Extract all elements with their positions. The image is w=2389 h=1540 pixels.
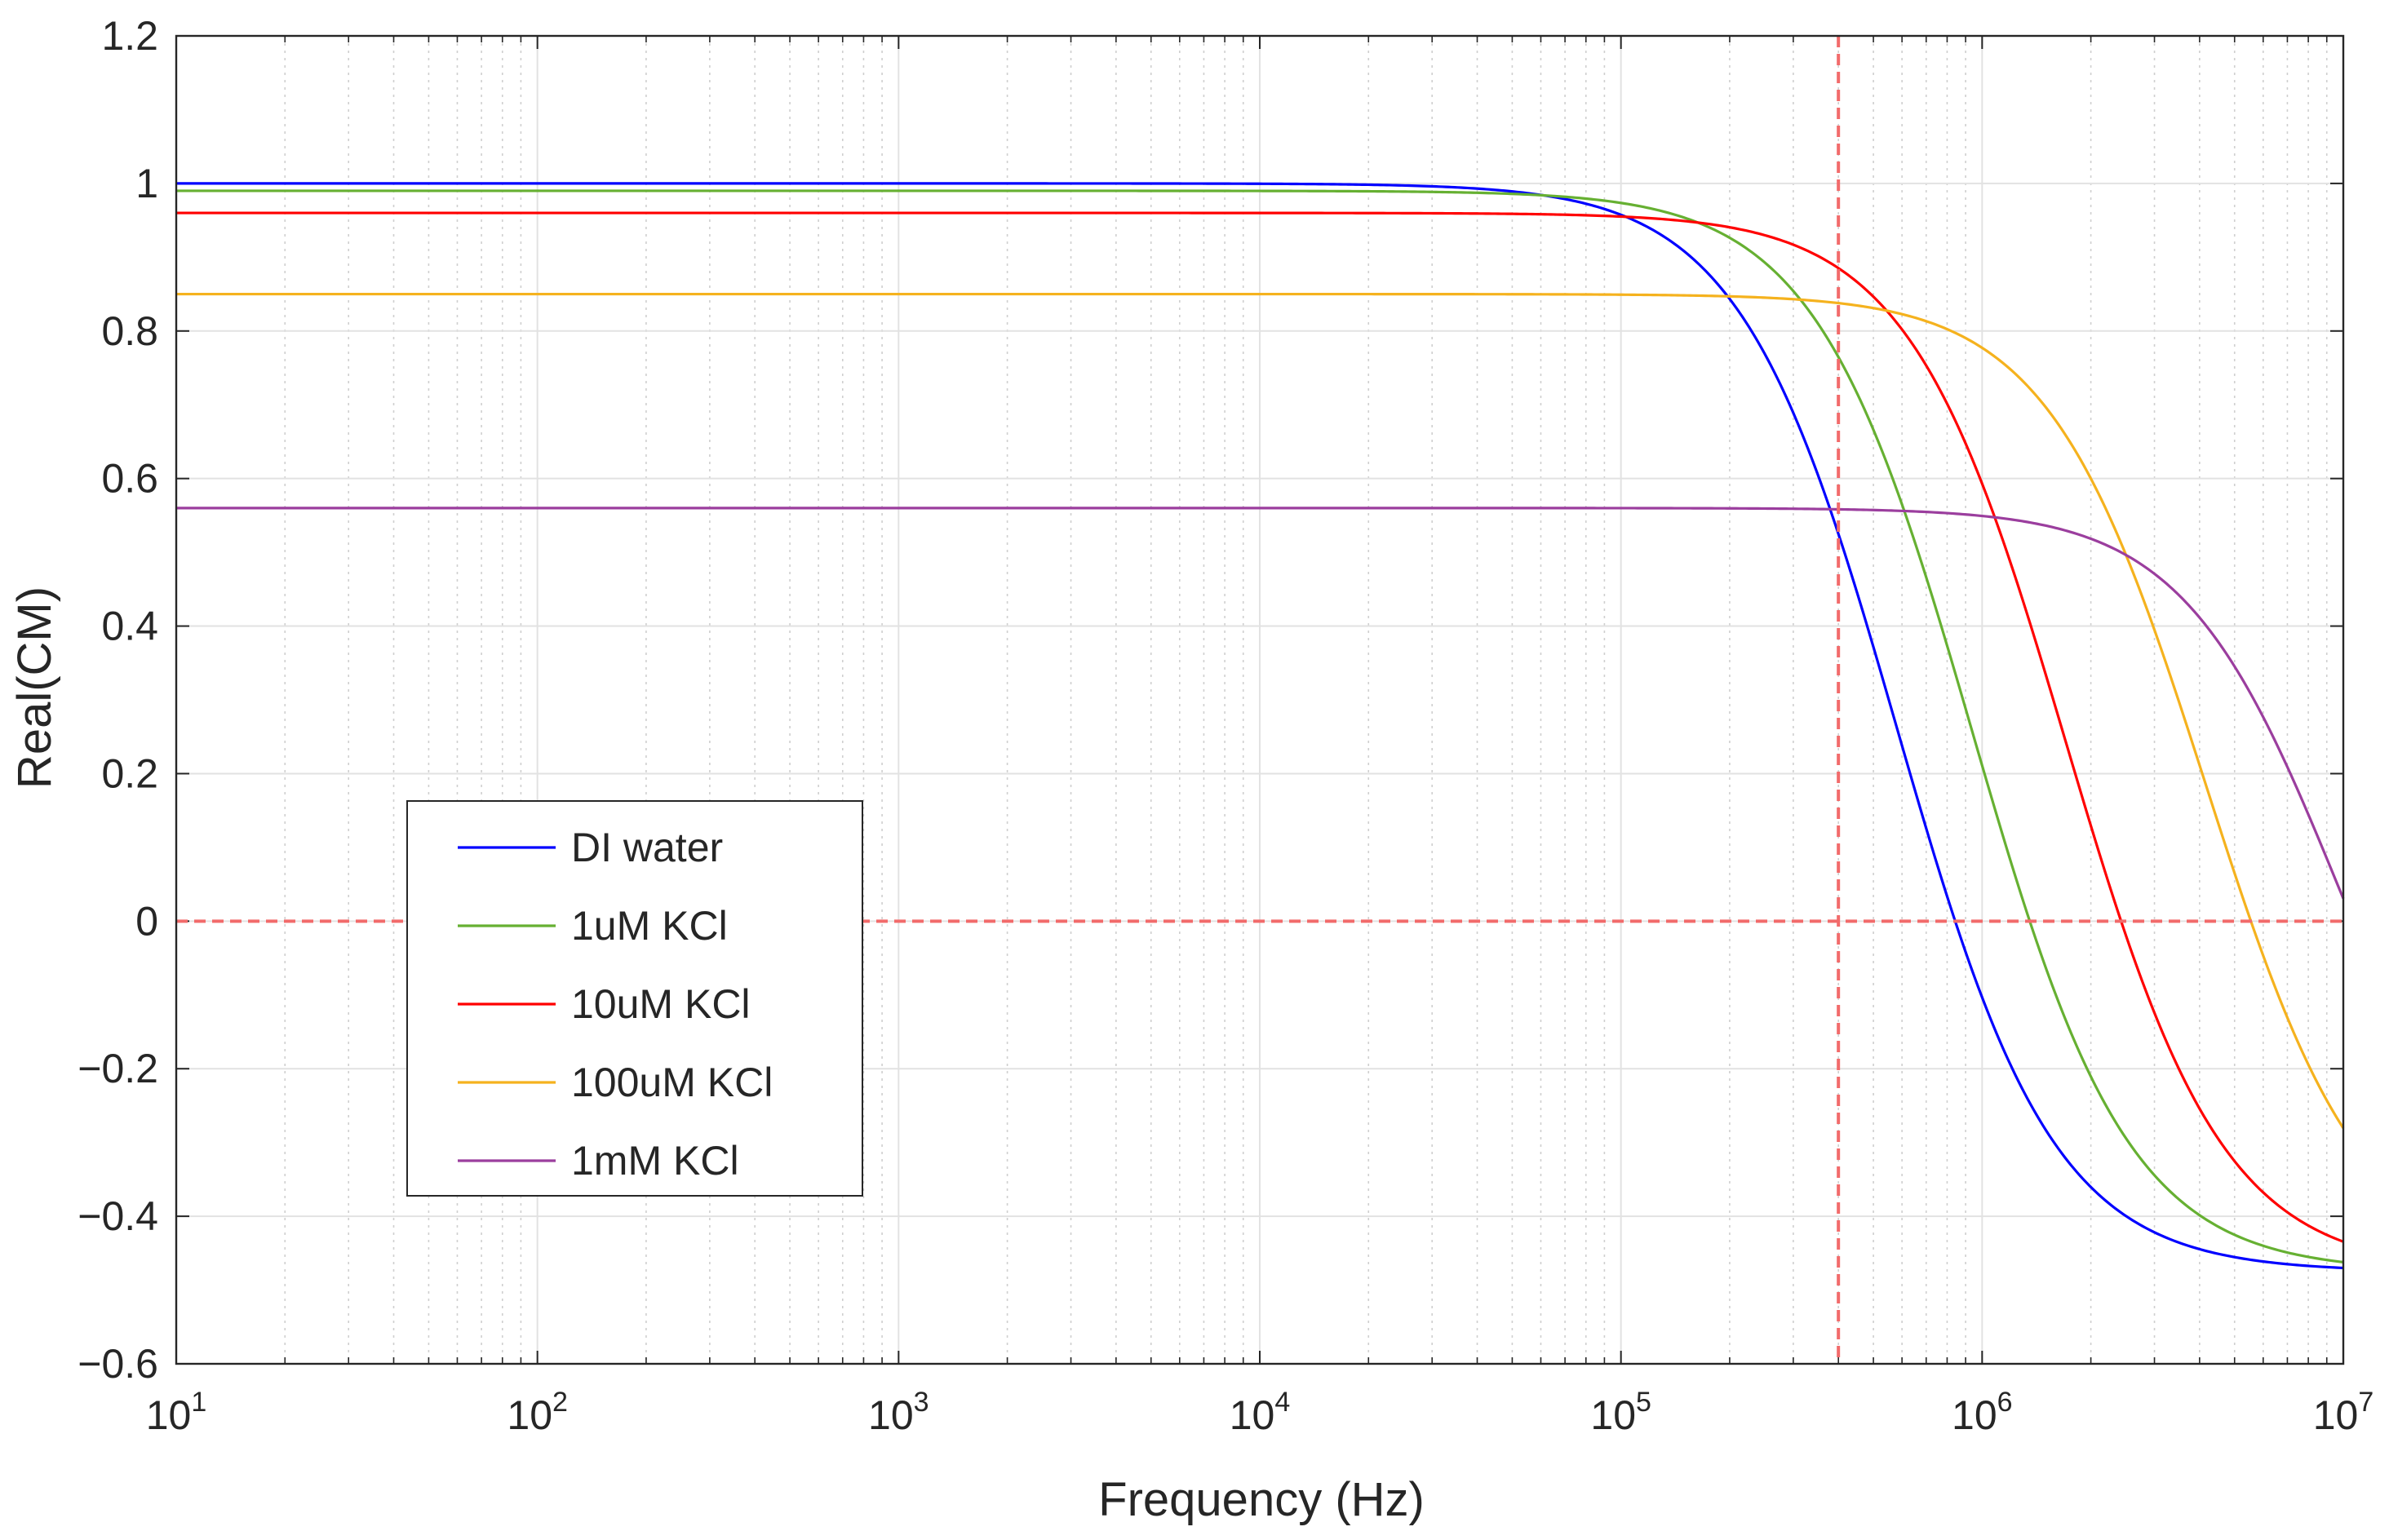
y-tick-label: 0.4 — [101, 604, 158, 649]
data-series — [176, 182, 2345, 1270]
x-tick-label: 104 — [1230, 1387, 1291, 1438]
y-tick-label: 1 — [135, 161, 158, 206]
x-tick-label-exponent: 5 — [1636, 1387, 1651, 1418]
x-tick-label-base: 10 — [1230, 1392, 1275, 1438]
legend-label-0: DI water — [571, 825, 723, 870]
tick-labels: 101 102 103 104 105 106 1071.210.80.60.40.20−0… — [78, 13, 2373, 1438]
x-tick-label-base: 10 — [2313, 1392, 2359, 1438]
y-tick-label: 0 — [135, 898, 158, 944]
legend-box — [406, 800, 863, 1197]
series-line-0 — [176, 182, 2344, 1270]
y-tick-label: −0.6 — [78, 1341, 158, 1387]
series-line-4 — [176, 507, 2345, 900]
x-tick-label-exponent: 7 — [2358, 1387, 2373, 1418]
series-line-2 — [176, 211, 2344, 1243]
legend-label-3: 100uM KCl — [571, 1060, 773, 1105]
y-axis-label: Real(CM) — [8, 586, 61, 789]
legend: DI water 1uM KCl 10uM KCl 100uM KCl 1mM KCl — [406, 800, 863, 1197]
x-tick-label-base: 10 — [146, 1392, 192, 1438]
x-tick-label-base: 10 — [1590, 1392, 1636, 1438]
plot-frame — [175, 34, 2345, 1365]
x-tick-label: 101 — [146, 1387, 207, 1438]
axes-frame — [175, 34, 2345, 1365]
x-tick-label-base: 10 — [1952, 1392, 1997, 1438]
legend-label-1: 1uM KCl — [571, 903, 728, 949]
x-tick-label-exponent: 1 — [191, 1387, 206, 1418]
x-tick-label-base: 10 — [868, 1392, 914, 1438]
y-tick-label: 1.2 — [101, 13, 158, 59]
legend-label-4: 1mM KCl — [571, 1138, 739, 1184]
y-tick-label: −0.2 — [78, 1046, 158, 1091]
x-tick-label-exponent: 3 — [914, 1387, 929, 1418]
x-axis-label: Frequency (Hz) — [1098, 1473, 1425, 1526]
x-tick-label-exponent: 2 — [552, 1387, 568, 1418]
x-tick-label: 102 — [507, 1387, 568, 1438]
x-tick-label: 103 — [868, 1387, 929, 1438]
y-tick-label: −0.4 — [78, 1193, 158, 1239]
x-tick-label-exponent: 6 — [1997, 1387, 2013, 1418]
y-tick-label: 0.8 — [101, 308, 158, 354]
y-tick-label: 0.2 — [101, 750, 158, 796]
x-tick-label: 105 — [1590, 1387, 1651, 1438]
x-tick-label: 106 — [1952, 1387, 2013, 1438]
x-tick-label: 107 — [2313, 1387, 2374, 1438]
y-tick-label: 0.6 — [101, 456, 158, 502]
x-tick-label-exponent: 4 — [1274, 1387, 1290, 1418]
x-tick-label-base: 10 — [507, 1392, 552, 1438]
series-line-3 — [176, 292, 2345, 1129]
series-line-1 — [176, 189, 2344, 1263]
legend-label-2: 10uM KCl — [571, 981, 751, 1027]
